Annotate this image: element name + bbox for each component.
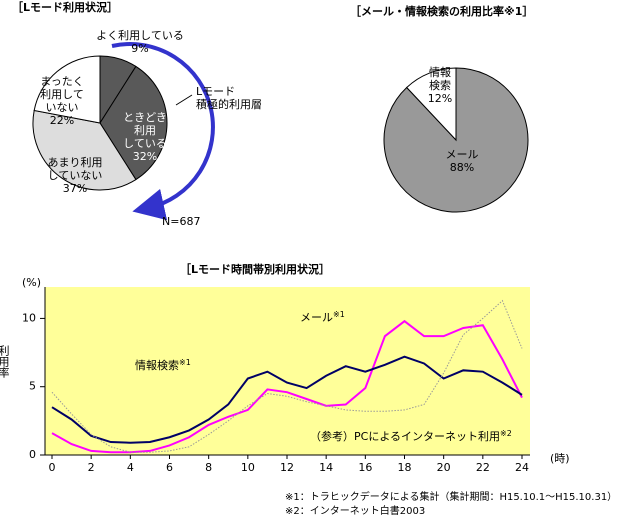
y-tick-label: 10 — [22, 311, 36, 324]
chart-title: ［Lモード時間帯別利用状況］ — [180, 262, 330, 276]
x-unit: (時) — [550, 452, 570, 465]
slice-value: 32% — [133, 150, 157, 163]
series-line — [51, 299, 523, 453]
series-note: ※1 — [179, 358, 191, 367]
x-tick-label: 16 — [358, 461, 372, 474]
pie-slice — [32, 109, 137, 191]
x-tick-label: 14 — [319, 461, 333, 474]
x-tick-label: 10 — [241, 461, 255, 474]
chart-title: ［メール・情報検索の利用比率※1］ — [350, 4, 533, 18]
slice-label: あまり利用 — [48, 156, 103, 169]
series-note: ※2 — [500, 429, 512, 438]
slice-value: 22% — [50, 114, 74, 127]
slice-value: 9% — [131, 42, 148, 55]
slice-label: している — [123, 137, 167, 150]
slice-label: よく利用している — [96, 29, 184, 42]
series-label: （参考）PCによるインターネット利用※2 — [310, 429, 512, 444]
leader — [175, 94, 193, 106]
slice-label: していない — [48, 169, 103, 182]
slice-value: 37% — [63, 182, 87, 195]
slice-label: メール — [446, 148, 479, 161]
slice-label: 利用 — [134, 124, 156, 137]
slice-label: ときどき — [123, 111, 167, 124]
x-tick-label: 18 — [398, 461, 412, 474]
series-name: （参考）PCによるインターネット利用 — [310, 429, 500, 443]
x-tick-label: 8 — [205, 461, 212, 474]
y-axis-label: 利用率 — [0, 345, 10, 379]
footnote: ※1：トラヒックデータによる集計（集計期間：H15.10.1～H15.10.31… — [285, 490, 617, 503]
chart-title: ［Lモード利用状況］ — [12, 0, 118, 14]
plot-area — [45, 287, 530, 455]
x-tick-label: 4 — [127, 461, 134, 474]
series-name: 情報検索 — [135, 358, 179, 372]
pie-slice — [99, 65, 168, 181]
series-label: 情報検索※1 — [135, 358, 191, 373]
pie-slice — [33, 55, 101, 124]
series-label: メール※1 — [300, 310, 345, 325]
series-name: メール — [300, 311, 333, 324]
x-tick-label: 12 — [280, 461, 294, 474]
y-unit: (%) — [22, 276, 41, 289]
x-tick-label: 20 — [437, 461, 451, 474]
x-tick-label: 2 — [88, 461, 95, 474]
annotation: 積極的利用層 — [196, 97, 262, 111]
x-tick-label: 24 — [515, 461, 529, 474]
pie-slice — [406, 67, 457, 142]
slice-value: 88% — [450, 161, 474, 174]
x-tick-label: 22 — [476, 461, 490, 474]
bracket-arrow — [111, 42, 215, 221]
slice-value: 12% — [428, 92, 452, 105]
slice-label: 利用して — [40, 88, 84, 101]
annotation: Lモード — [196, 85, 235, 98]
slice-label: いない — [46, 101, 79, 114]
footnote: ※2：インターネット白書2003 — [285, 504, 425, 517]
y-tick-label: 0 — [29, 448, 36, 461]
slice-label: まったく — [40, 75, 84, 88]
x-tick-label: 6 — [166, 461, 173, 474]
x-tick-label: 0 — [49, 461, 56, 474]
slice-label: 情報 — [429, 66, 451, 79]
slice-label: 検索 — [429, 78, 451, 92]
series-line — [51, 355, 523, 444]
series-note: ※1 — [333, 310, 345, 319]
series-line — [51, 319, 523, 454]
annotation: N=687 — [162, 215, 200, 228]
y-tick-label: 5 — [29, 380, 36, 393]
